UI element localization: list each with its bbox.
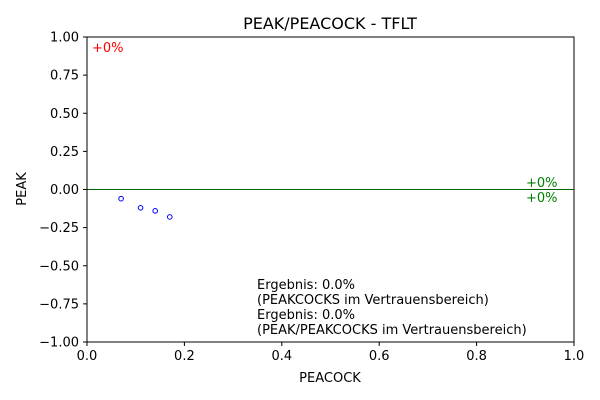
x-tick-label: 1.0	[564, 349, 585, 364]
result-text-line: Ergebnis: 0.0%	[257, 278, 355, 293]
x-tick-label: 0.8	[466, 349, 487, 364]
y-tick-label: 0.25	[50, 145, 79, 160]
y-tick-label: −0.75	[39, 297, 79, 312]
y-axis-label: PEAK	[15, 172, 30, 206]
x-tick-label: 0.6	[369, 349, 390, 364]
annotation-top-left: +0%	[92, 41, 124, 56]
plot-area: 0.0 0.2 0.4 0.6 0.8 1.0 1.00 0.75 0.50 0.25 0.00 −0…	[39, 31, 584, 365]
x-tick-label: 0.2	[174, 349, 195, 364]
data-point	[166, 214, 173, 220]
data-point	[137, 205, 144, 211]
data-point	[152, 208, 158, 214]
y-tick-label: −0.25	[39, 221, 79, 236]
chart-title: PEAK/PEACOCK - TFLT	[243, 14, 417, 33]
y-tick-label: −1.00	[39, 336, 79, 351]
y-tick-label: 0.75	[50, 69, 79, 84]
y-tick-label: 1.00	[50, 31, 79, 46]
x-tick-label: 0.4	[271, 349, 292, 364]
result-text-line: (PEAKCOCKS im Vertrauensbereich)	[257, 293, 489, 308]
y-tick-label: 0.00	[50, 183, 79, 198]
result-text-line: (PEAK/PEAKCOCKS im Vertrauensbereich)	[257, 323, 527, 338]
y-tick-label: 0.50	[50, 107, 79, 122]
x-axis-label: PEACOCK	[299, 371, 361, 386]
result-text-line: Ergebnis: 0.0%	[257, 308, 355, 323]
annotation-right-upper: +0%	[526, 176, 558, 191]
data-point	[118, 195, 124, 202]
x-tick-label: 0.0	[77, 349, 98, 364]
y-tick-label: −0.50	[39, 259, 79, 274]
annotation-right-lower: +0%	[526, 191, 558, 206]
